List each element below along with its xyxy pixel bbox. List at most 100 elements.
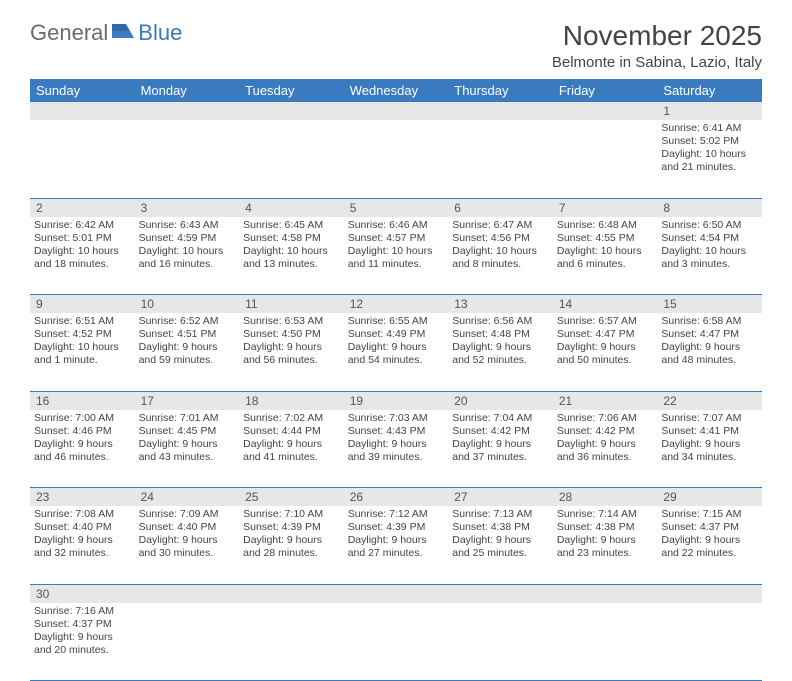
daylight-text: Daylight: 10 hours and 16 minutes. (139, 245, 236, 271)
day-number-cell: 9 (30, 295, 135, 314)
sunset-text: Sunset: 4:48 PM (452, 328, 549, 341)
sunset-text: Sunset: 5:02 PM (661, 135, 758, 148)
day-cell: Sunrise: 6:41 AMSunset: 5:02 PMDaylight:… (657, 120, 762, 198)
day-cell: Sunrise: 6:47 AMSunset: 4:56 PMDaylight:… (448, 217, 553, 295)
daylight-text: Daylight: 9 hours and 22 minutes. (661, 534, 758, 560)
day-cell: Sunrise: 6:48 AMSunset: 4:55 PMDaylight:… (553, 217, 658, 295)
day-number-cell (135, 102, 240, 120)
day-cell: Sunrise: 7:02 AMSunset: 4:44 PMDaylight:… (239, 410, 344, 488)
day-cell: Sunrise: 7:01 AMSunset: 4:45 PMDaylight:… (135, 410, 240, 488)
sunrise-text: Sunrise: 7:07 AM (661, 412, 758, 425)
sunset-text: Sunset: 4:59 PM (139, 232, 236, 245)
sunrise-text: Sunrise: 6:45 AM (243, 219, 340, 232)
day-number-cell: 14 (553, 295, 658, 314)
week-content-row: Sunrise: 7:00 AMSunset: 4:46 PMDaylight:… (30, 410, 762, 488)
weekday-header: Wednesday (344, 79, 449, 102)
sunset-text: Sunset: 4:46 PM (34, 425, 131, 438)
daylight-text: Daylight: 9 hours and 54 minutes. (348, 341, 445, 367)
week-content-row: Sunrise: 6:41 AMSunset: 5:02 PMDaylight:… (30, 120, 762, 198)
day-cell: Sunrise: 7:03 AMSunset: 4:43 PMDaylight:… (344, 410, 449, 488)
logo-text-general: General (30, 20, 108, 46)
logo-text-blue: Blue (138, 20, 182, 46)
daylight-text: Daylight: 10 hours and 1 minute. (34, 341, 131, 367)
sunrise-text: Sunrise: 6:50 AM (661, 219, 758, 232)
day-number-cell (30, 102, 135, 120)
sunset-text: Sunset: 4:47 PM (557, 328, 654, 341)
weekday-header-row: SundayMondayTuesdayWednesdayThursdayFrid… (30, 79, 762, 102)
sunrise-text: Sunrise: 7:04 AM (452, 412, 549, 425)
sunrise-text: Sunrise: 7:15 AM (661, 508, 758, 521)
day-number-cell: 10 (135, 295, 240, 314)
day-cell (344, 603, 449, 681)
sunset-text: Sunset: 4:38 PM (452, 521, 549, 534)
day-cell: Sunrise: 6:51 AMSunset: 4:52 PMDaylight:… (30, 313, 135, 391)
sunrise-text: Sunrise: 6:58 AM (661, 315, 758, 328)
day-cell (657, 603, 762, 681)
day-number-cell: 7 (553, 198, 658, 217)
day-cell: Sunrise: 7:14 AMSunset: 4:38 PMDaylight:… (553, 506, 658, 584)
daylight-text: Daylight: 9 hours and 28 minutes. (243, 534, 340, 560)
weekday-header: Monday (135, 79, 240, 102)
day-number-cell: 17 (135, 391, 240, 410)
daylight-text: Daylight: 9 hours and 39 minutes. (348, 438, 445, 464)
day-number-cell (448, 584, 553, 603)
sunrise-text: Sunrise: 6:56 AM (452, 315, 549, 328)
sunset-text: Sunset: 4:40 PM (139, 521, 236, 534)
sunset-text: Sunset: 4:42 PM (557, 425, 654, 438)
day-number-cell: 16 (30, 391, 135, 410)
week-content-row: Sunrise: 6:51 AMSunset: 4:52 PMDaylight:… (30, 313, 762, 391)
daylight-text: Daylight: 9 hours and 27 minutes. (348, 534, 445, 560)
day-number-cell (657, 584, 762, 603)
sunset-text: Sunset: 4:57 PM (348, 232, 445, 245)
day-number-cell (239, 102, 344, 120)
day-number-row: 23242526272829 (30, 488, 762, 507)
week-content-row: Sunrise: 6:42 AMSunset: 5:01 PMDaylight:… (30, 217, 762, 295)
day-cell: Sunrise: 7:06 AMSunset: 4:42 PMDaylight:… (553, 410, 658, 488)
day-number-cell: 18 (239, 391, 344, 410)
daylight-text: Daylight: 9 hours and 37 minutes. (452, 438, 549, 464)
day-cell (448, 120, 553, 198)
daylight-text: Daylight: 9 hours and 43 minutes. (139, 438, 236, 464)
daylight-text: Daylight: 9 hours and 59 minutes. (139, 341, 236, 367)
daylight-text: Daylight: 9 hours and 34 minutes. (661, 438, 758, 464)
location: Belmonte in Sabina, Lazio, Italy (552, 54, 762, 71)
day-number-cell: 23 (30, 488, 135, 507)
day-cell: Sunrise: 7:08 AMSunset: 4:40 PMDaylight:… (30, 506, 135, 584)
day-cell: Sunrise: 7:10 AMSunset: 4:39 PMDaylight:… (239, 506, 344, 584)
sunrise-text: Sunrise: 6:51 AM (34, 315, 131, 328)
day-number-cell: 12 (344, 295, 449, 314)
daylight-text: Daylight: 9 hours and 23 minutes. (557, 534, 654, 560)
sunset-text: Sunset: 4:55 PM (557, 232, 654, 245)
logo: General Blue (30, 20, 182, 46)
sunset-text: Sunset: 4:45 PM (139, 425, 236, 438)
daylight-text: Daylight: 10 hours and 21 minutes. (661, 148, 758, 174)
sunset-text: Sunset: 4:37 PM (34, 618, 131, 631)
daylight-text: Daylight: 9 hours and 30 minutes. (139, 534, 236, 560)
sunset-text: Sunset: 4:40 PM (34, 521, 131, 534)
day-number-cell (344, 102, 449, 120)
day-number-cell: 26 (344, 488, 449, 507)
day-cell (553, 120, 658, 198)
day-number-row: 30 (30, 584, 762, 603)
week-content-row: Sunrise: 7:08 AMSunset: 4:40 PMDaylight:… (30, 506, 762, 584)
sunset-text: Sunset: 4:56 PM (452, 232, 549, 245)
sunrise-text: Sunrise: 7:09 AM (139, 508, 236, 521)
sunset-text: Sunset: 4:51 PM (139, 328, 236, 341)
day-cell: Sunrise: 6:56 AMSunset: 4:48 PMDaylight:… (448, 313, 553, 391)
sunrise-text: Sunrise: 6:42 AM (34, 219, 131, 232)
day-cell: Sunrise: 7:00 AMSunset: 4:46 PMDaylight:… (30, 410, 135, 488)
day-number-cell: 13 (448, 295, 553, 314)
sunrise-text: Sunrise: 7:10 AM (243, 508, 340, 521)
day-cell: Sunrise: 6:45 AMSunset: 4:58 PMDaylight:… (239, 217, 344, 295)
sunset-text: Sunset: 4:44 PM (243, 425, 340, 438)
sunset-text: Sunset: 4:38 PM (557, 521, 654, 534)
day-number-cell: 2 (30, 198, 135, 217)
day-cell: Sunrise: 6:58 AMSunset: 4:47 PMDaylight:… (657, 313, 762, 391)
sunrise-text: Sunrise: 7:14 AM (557, 508, 654, 521)
day-number-row: 9101112131415 (30, 295, 762, 314)
day-number-row: 1 (30, 102, 762, 120)
calendar-table: SundayMondayTuesdayWednesdayThursdayFrid… (30, 79, 762, 681)
day-number-cell: 19 (344, 391, 449, 410)
sunrise-text: Sunrise: 7:02 AM (243, 412, 340, 425)
day-cell (135, 120, 240, 198)
